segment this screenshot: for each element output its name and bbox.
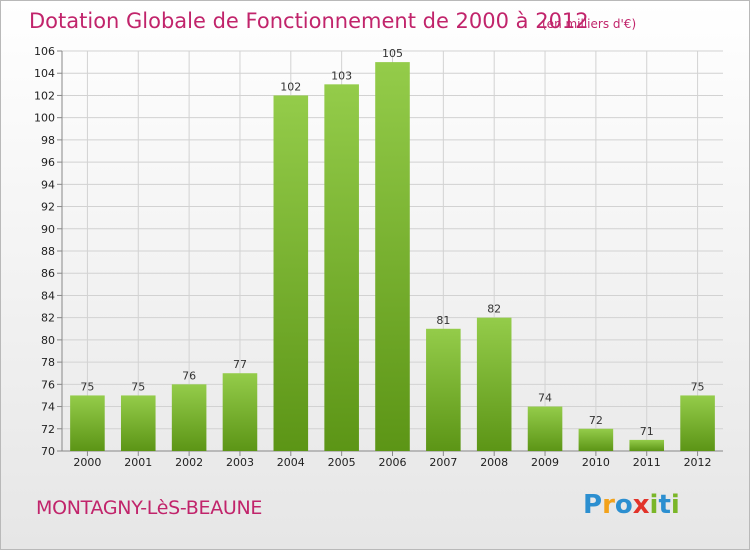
data-label: 75	[80, 380, 94, 393]
bar	[680, 395, 715, 451]
bar	[527, 406, 563, 451]
data-labels: 75 75 76 77 102 103 105 81 82 74 72 71 75	[80, 47, 704, 438]
y-tick-label: 86	[41, 267, 55, 280]
data-label: 75	[131, 380, 145, 393]
data-label: 102	[280, 80, 301, 93]
bar	[273, 95, 309, 451]
y-tick-label: 92	[41, 201, 55, 214]
y-tick-label: 102	[34, 89, 55, 102]
data-label: 105	[382, 47, 403, 60]
x-tick-label: 2010	[582, 456, 610, 469]
y-tick-label: 74	[41, 401, 55, 414]
y-tick-label: 90	[41, 223, 55, 236]
y-tick-label: 82	[41, 312, 55, 325]
chart-subtitle: (en milliers d'€)	[542, 17, 637, 31]
commune-name: MONTAGNY-LèS-BEAUNE	[36, 497, 263, 519]
logo-letter: r	[602, 490, 615, 520]
bar	[222, 373, 258, 451]
bar	[375, 62, 410, 451]
logo-letter: o	[614, 490, 633, 520]
x-tick-label: 2001	[124, 456, 152, 469]
x-tick-label: 2004	[277, 456, 305, 469]
bars	[70, 62, 715, 451]
x-tick-label: 2006	[379, 456, 407, 469]
data-label: 72	[589, 414, 603, 427]
y-tick-label: 88	[41, 245, 55, 258]
chart-title: Dotation Globale de Fonctionnement de 20…	[29, 9, 589, 33]
y-tick-label: 96	[41, 156, 55, 169]
logo-letter: i	[649, 490, 659, 520]
bar	[120, 395, 156, 451]
y-tick-label: 84	[41, 289, 55, 302]
y-tick-label: 76	[41, 378, 55, 391]
logo-letter: i	[670, 490, 680, 520]
data-label: 82	[487, 303, 501, 316]
y-tick-label: 80	[41, 334, 55, 347]
bar	[426, 328, 461, 451]
y-tick-label: 94	[41, 178, 55, 191]
x-tick-label: 2003	[226, 456, 254, 469]
x-tick-label: 2007	[429, 456, 457, 469]
logo-letter: x	[632, 490, 650, 520]
data-label: 77	[233, 358, 247, 371]
logo-letter: t	[658, 490, 671, 520]
bar	[171, 384, 207, 451]
x-tick-label: 2011	[633, 456, 661, 469]
bar	[629, 439, 665, 451]
y-tick-label: 78	[41, 356, 55, 369]
x-tick-label: 2005	[328, 456, 356, 469]
y-tick-label: 70	[41, 445, 55, 458]
data-label: 81	[436, 314, 450, 327]
data-label: 71	[640, 425, 654, 438]
x-tick-label: 2008	[480, 456, 508, 469]
y-tick-label: 104	[34, 67, 55, 80]
y-tick-label: 72	[41, 423, 55, 436]
x-tick-label: 2009	[531, 456, 559, 469]
data-label: 76	[182, 369, 196, 382]
data-label: 103	[331, 69, 352, 82]
proxiti-logo: Proxiti	[583, 490, 680, 520]
x-tick-label: 2012	[684, 456, 712, 469]
logo-letter: P	[583, 490, 603, 520]
data-label: 74	[538, 392, 552, 405]
bar	[476, 317, 512, 451]
y-tick-label: 98	[41, 134, 55, 147]
y-tick-label: 100	[34, 112, 55, 125]
y-tick-label: 106	[34, 45, 55, 58]
x-tick-label: 2000	[73, 456, 101, 469]
x-tick-label: 2002	[175, 456, 203, 469]
data-label: 75	[691, 380, 705, 393]
bar	[324, 84, 359, 451]
bar	[578, 428, 614, 451]
bar	[70, 395, 105, 451]
